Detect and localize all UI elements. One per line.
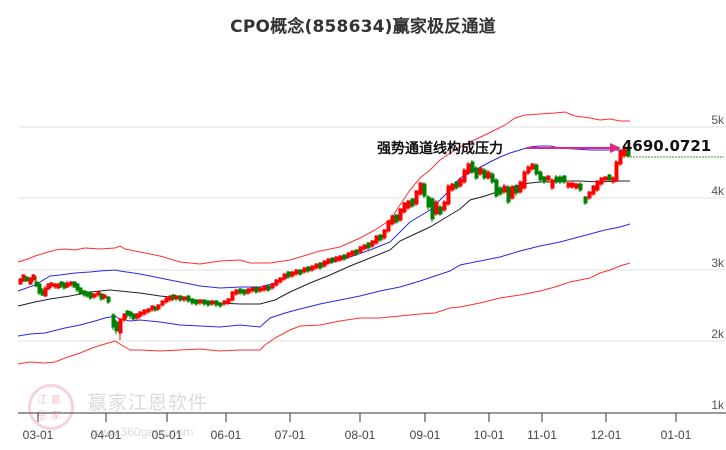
- y-tick-2k: 2k: [711, 327, 724, 341]
- y-tick-3k: 3k: [711, 256, 724, 270]
- y-tick-1k: 1k: [711, 398, 724, 412]
- logo-char: 家: [51, 411, 61, 422]
- watermark-brand: 赢家江恩软件: [88, 392, 209, 414]
- upper-inner-band: [17, 145, 630, 292]
- x-tick-11-01: 11-01: [527, 428, 557, 442]
- candlesticks: [18, 146, 631, 340]
- x-tick-03-01: 03-01: [22, 428, 54, 442]
- middle-line: [17, 180, 630, 307]
- y-tick-4k: 4k: [711, 184, 724, 198]
- logo-char: 恩: [37, 411, 47, 422]
- x-tick-06-01: 06-01: [210, 428, 242, 442]
- x-tick-07-01: 07-01: [274, 428, 306, 442]
- watermark-url: www.360gann.com: [92, 425, 194, 439]
- lower-inner-band: [17, 223, 631, 337]
- x-tick-10-01: 10-01: [473, 428, 505, 442]
- upper-outer-band: [17, 111, 630, 265]
- x-tick-08-01: 08-01: [344, 428, 376, 442]
- annotation-arrow: [526, 143, 621, 153]
- x-axis: [18, 412, 726, 422]
- x-tick-01-01: 01-01: [660, 428, 692, 442]
- x-tick-05-01: 05-01: [151, 428, 183, 442]
- lower-outer-band: [17, 262, 631, 365]
- price-label: 4690.0721: [622, 137, 712, 155]
- y-tick-5k: 5k: [711, 113, 724, 127]
- annotation-text: 强势通道线构成压力: [377, 141, 503, 157]
- logo-char: 江: [37, 395, 47, 406]
- x-tick-12-01: 12-01: [590, 428, 622, 442]
- x-tick-09-01: 09-01: [409, 428, 441, 442]
- watermark-logo-icon: 江 赢 恩 家: [28, 384, 74, 430]
- x-tick-04-01: 04-01: [90, 428, 122, 442]
- chart-title: CPO概念(858634)赢家极反通道: [230, 17, 496, 37]
- gridlines: [18, 126, 726, 342]
- logo-char: 赢: [51, 395, 61, 406]
